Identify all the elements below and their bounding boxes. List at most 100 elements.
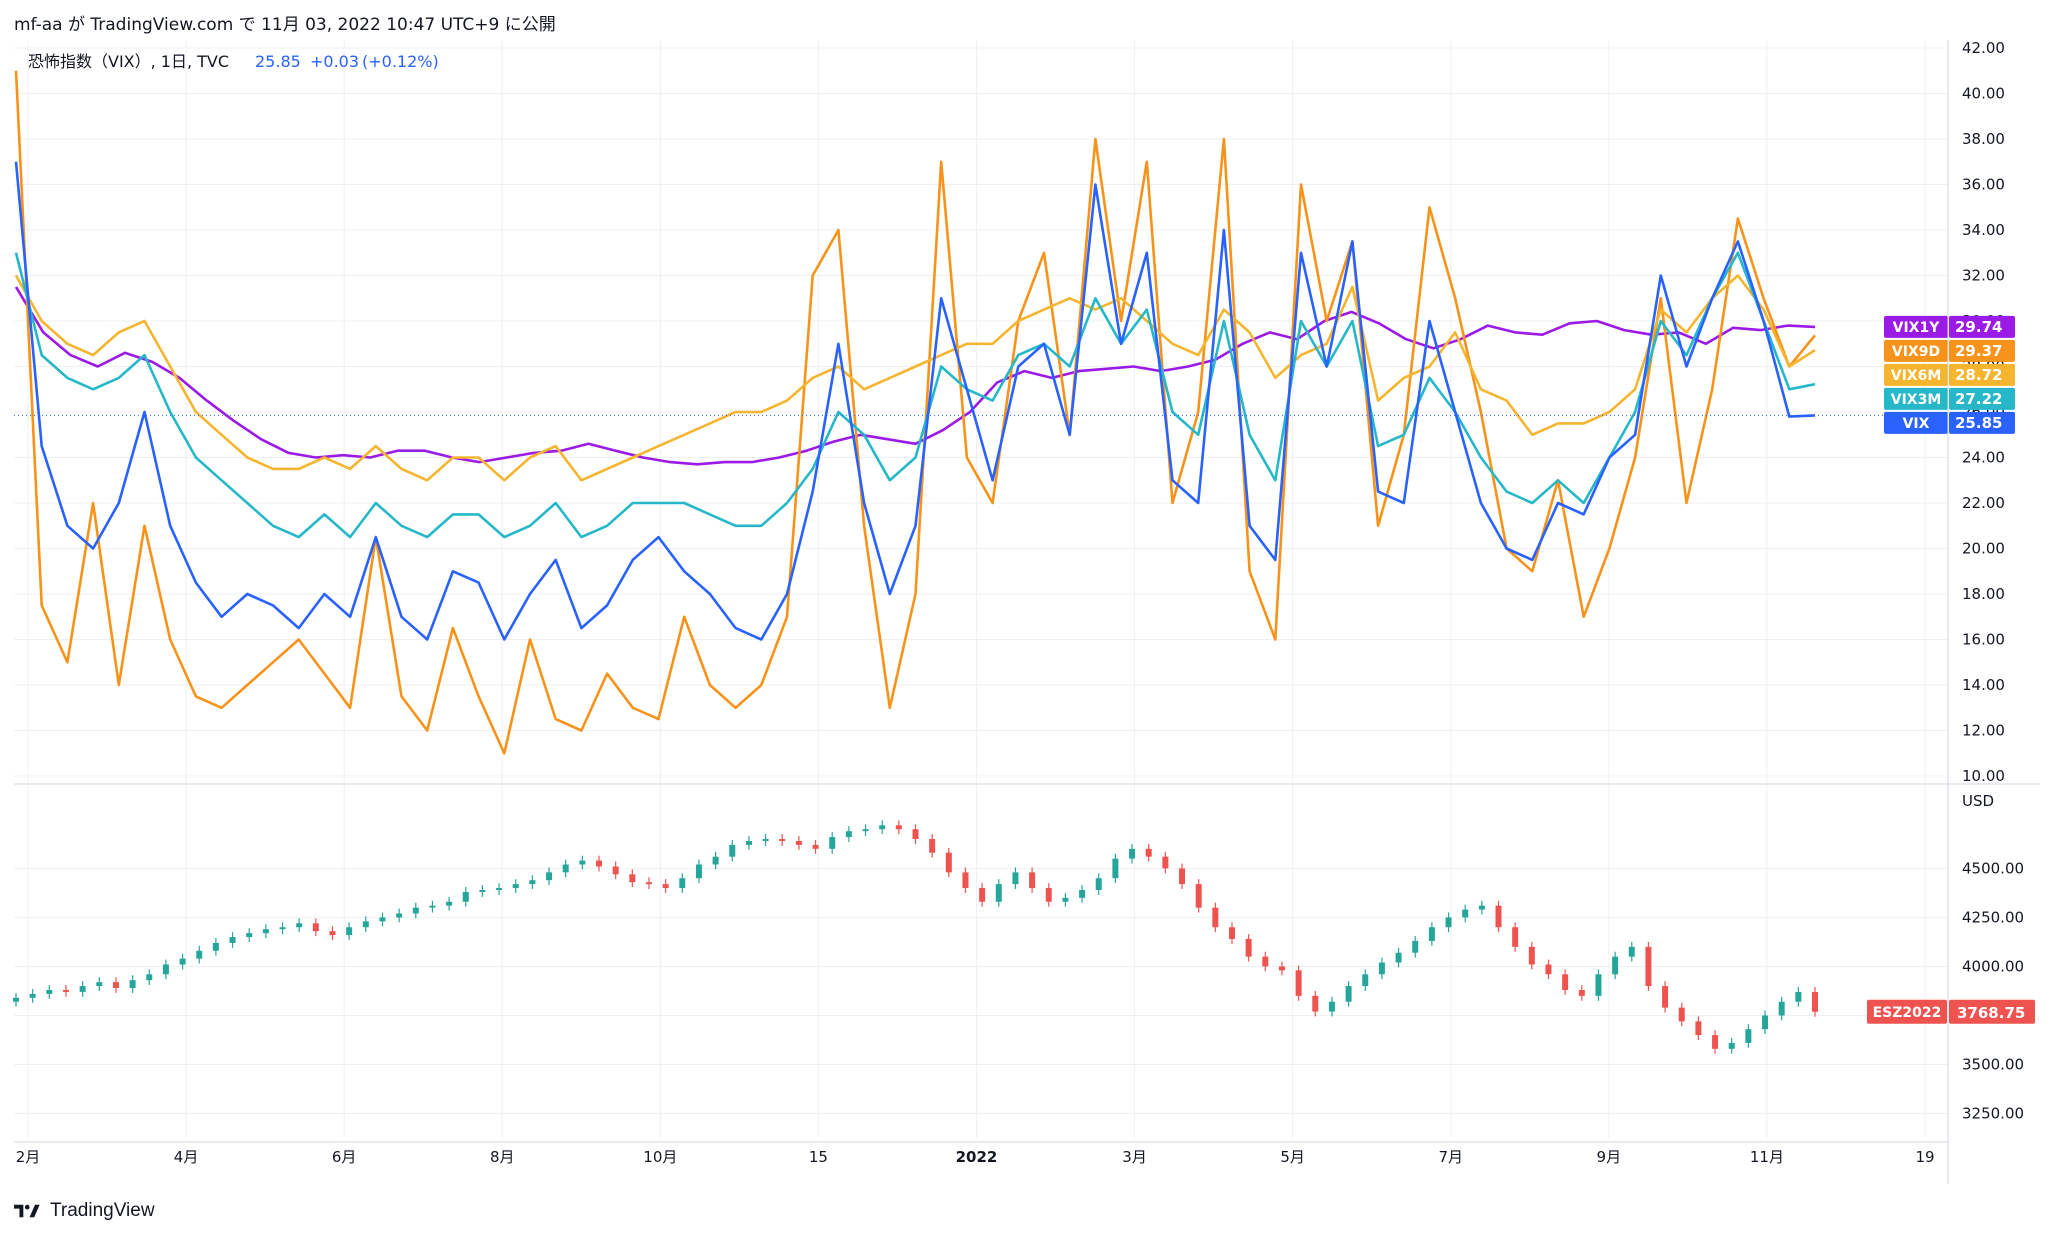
candle-body bbox=[912, 829, 919, 840]
candle-body bbox=[1162, 856, 1169, 869]
badge-esz2022: ESZ2022 3768.75 bbox=[1867, 999, 2035, 1024]
candle-body bbox=[1245, 939, 1252, 957]
time-tick-label: 7月 bbox=[1438, 1148, 1463, 1166]
series-line-vix[interactable] bbox=[14, 161, 1816, 641]
es-price-tick: 3500.00 bbox=[1962, 1055, 2024, 1073]
series-line-vix9d[interactable] bbox=[14, 70, 1817, 755]
badge-value-bg bbox=[1949, 363, 2015, 386]
candle-body bbox=[1129, 848, 1136, 859]
candle-body bbox=[62, 989, 69, 992]
candle-body bbox=[895, 825, 902, 830]
candle-body bbox=[46, 989, 53, 994]
candle-body bbox=[379, 917, 386, 922]
vix-price-tick: 20.00 bbox=[1962, 540, 2005, 558]
candle-body bbox=[712, 856, 719, 865]
candle-body bbox=[79, 986, 86, 992]
candle-body bbox=[862, 829, 869, 832]
tradingview-brand: TradingView bbox=[50, 1200, 155, 1221]
series-line-vix1y[interactable] bbox=[14, 286, 1816, 466]
candle-body bbox=[779, 839, 786, 841]
badge-vix1y: VIX1Y 29.74 bbox=[1884, 315, 2015, 338]
candle-body bbox=[1445, 917, 1452, 928]
footer: TradingView bbox=[14, 1196, 155, 1226]
legend: 恐怖指数（VIX）, 1日, TVC 25.85 +0.03 (+0.12%) bbox=[28, 52, 439, 71]
candle-body bbox=[296, 923, 303, 928]
time-tick-label: 6月 bbox=[332, 1148, 357, 1166]
vix-price-tick: 34.00 bbox=[1962, 221, 2005, 239]
candle-body bbox=[346, 927, 353, 936]
time-tick-label: 11月 bbox=[1750, 1148, 1784, 1166]
candle-body bbox=[596, 860, 603, 867]
badge-name-bg bbox=[1884, 315, 1948, 338]
candle-body bbox=[1428, 927, 1435, 941]
time-tick-label: 3月 bbox=[1122, 1148, 1147, 1166]
candle-body bbox=[1012, 872, 1019, 885]
vix-price-tick: 32.00 bbox=[1962, 267, 2005, 285]
series-line-vix3m[interactable] bbox=[14, 251, 1816, 539]
candle-body bbox=[179, 958, 186, 965]
badge-name-bg bbox=[1867, 999, 1947, 1024]
candle-body bbox=[1662, 986, 1669, 1008]
candle-body bbox=[212, 942, 219, 951]
candle-body bbox=[1278, 966, 1285, 971]
candle-body bbox=[1029, 872, 1036, 889]
candle-body bbox=[496, 888, 503, 890]
candle-body bbox=[1312, 995, 1319, 1012]
candle-body bbox=[1378, 962, 1385, 975]
candle-body bbox=[362, 921, 369, 928]
candle-body bbox=[762, 839, 769, 841]
badge-name-bg bbox=[1884, 411, 1948, 434]
vix-price-tick: 14.00 bbox=[1962, 676, 2005, 694]
vix-price-tick: 16.00 bbox=[1962, 631, 2005, 649]
time-tick-label: 2022 bbox=[956, 1148, 998, 1166]
candle-body bbox=[1095, 878, 1102, 890]
time-tick-label: 19 bbox=[1915, 1148, 1934, 1166]
candle-body bbox=[1328, 1001, 1335, 1012]
candle-body bbox=[1778, 1001, 1785, 1016]
badge-name: VIX bbox=[1903, 416, 1930, 432]
candle-body bbox=[562, 864, 569, 873]
time-tick-label: 15 bbox=[809, 1148, 828, 1166]
candle-body bbox=[129, 980, 136, 989]
candle-body bbox=[1495, 905, 1502, 928]
candle-body bbox=[845, 831, 852, 838]
candle-body bbox=[262, 929, 269, 934]
tradingview-logo-icon bbox=[14, 1204, 40, 1218]
time-tick-label: 9月 bbox=[1597, 1148, 1622, 1166]
candle-body bbox=[1678, 1007, 1685, 1022]
candle-body bbox=[1595, 974, 1602, 996]
publish-header: mf-aa が TradingView.com で 11月 03, 2022 1… bbox=[0, 0, 2057, 44]
time-tick-label: 4月 bbox=[174, 1148, 199, 1166]
candle-body bbox=[1562, 974, 1569, 990]
es-price-tick: 4500.00 bbox=[1962, 859, 2024, 877]
candle-body bbox=[695, 864, 702, 879]
legend-change: +0.03 bbox=[310, 52, 359, 71]
candle-body bbox=[579, 860, 586, 865]
candle-body bbox=[879, 825, 886, 830]
candle-body bbox=[1795, 991, 1802, 1002]
badge-name: VIX1Y bbox=[1893, 320, 1941, 336]
badge-name: ESZ2022 bbox=[1873, 1005, 1942, 1021]
candle-body bbox=[812, 844, 819, 849]
currency-label: USD bbox=[1962, 792, 1994, 810]
badge-value: 27.22 bbox=[1955, 390, 2002, 408]
vix-price-tick: 40.00 bbox=[1962, 85, 2005, 103]
candle-body bbox=[229, 937, 236, 943]
es-price-tick: 4250.00 bbox=[1962, 908, 2024, 926]
badge-name: VIX6M bbox=[1891, 368, 1942, 384]
candle-body bbox=[29, 993, 36, 998]
series-line-vix6m[interactable] bbox=[14, 274, 1816, 482]
candle-body bbox=[1345, 986, 1352, 1002]
candle-body bbox=[1045, 888, 1052, 902]
badge-value: 25.85 bbox=[1955, 414, 2002, 432]
vix-price-tick: 18.00 bbox=[1962, 585, 2005, 603]
candle-body bbox=[1728, 1042, 1735, 1049]
candle-body bbox=[146, 974, 153, 981]
candle-body bbox=[995, 884, 1002, 902]
time-tick-label: 5月 bbox=[1280, 1148, 1305, 1166]
candle-body bbox=[1112, 858, 1119, 879]
badge-vix3m: VIX3M 27.22 bbox=[1884, 387, 2015, 410]
candle-body bbox=[1295, 970, 1302, 996]
es-price-tick: 4000.00 bbox=[1962, 957, 2024, 975]
